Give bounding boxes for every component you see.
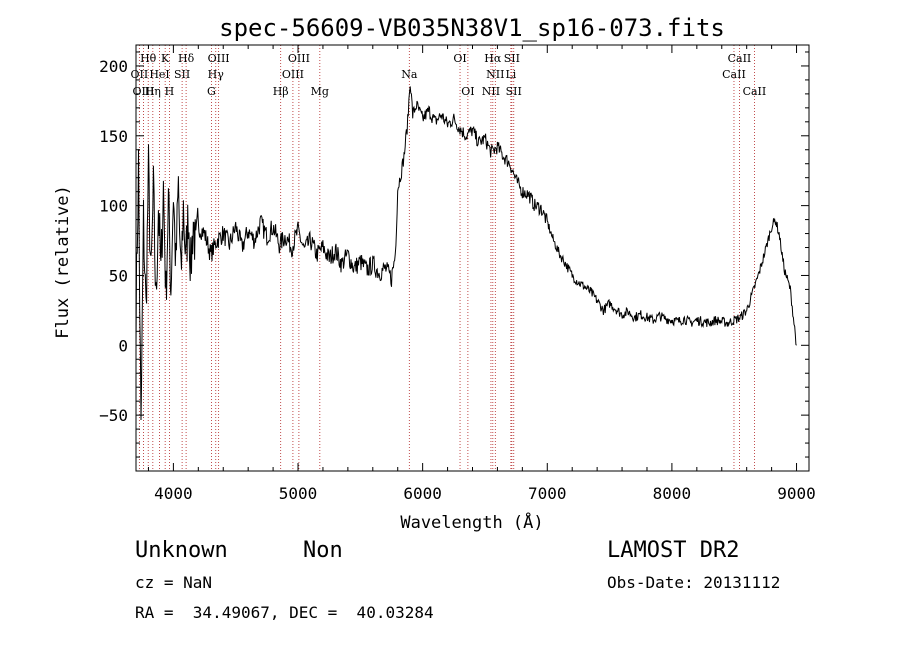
line-marker-label: NII <box>482 85 500 98</box>
line-marker-label: H <box>165 85 175 98</box>
spectrum-line <box>135 86 797 421</box>
observation-date: Obs-Date: 20131112 <box>607 573 781 592</box>
x-tick-label: 9000 <box>777 484 816 503</box>
line-marker-label: Hβ <box>273 85 289 98</box>
y-axis: −50 0 50 100 150 200 <box>99 51 809 458</box>
emission-line-markers <box>138 45 755 471</box>
line-marker-label: Li <box>505 68 516 81</box>
line-marker-label: Hα <box>484 52 502 65</box>
line-marker-label: SII <box>174 68 190 81</box>
line-marker-label: Na <box>401 68 418 81</box>
plot-frame <box>135 44 810 472</box>
line-marker-label: K <box>161 52 170 65</box>
line-marker-label: Mg <box>311 85 329 98</box>
redshift-cz: cz = NaN <box>135 573 213 592</box>
emission-line-labels: Hθ OII OIII K Hη HeI H Hδ SII OIII Hγ G Hβ OIII OIII Mg… <box>131 52 767 98</box>
line-marker-label: OIII <box>288 52 310 65</box>
line-marker-label: NII <box>486 68 504 81</box>
y-tick-label: −50 <box>99 406 128 425</box>
line-marker-label: HeI <box>149 68 169 81</box>
object-class: Unknown <box>135 538 228 563</box>
y-tick-label: 150 <box>99 127 128 146</box>
line-marker-label: Hθ <box>140 52 157 65</box>
line-marker-label: Hδ <box>178 52 195 65</box>
line-marker-label: CaII <box>743 85 767 98</box>
y-tick-label: 200 <box>99 57 128 76</box>
y-tick-label: 100 <box>99 197 128 216</box>
line-marker-label: SII <box>506 85 522 98</box>
x-tick-label: 6000 <box>403 484 442 503</box>
ra-dec: RA = 34.49067, DEC = 40.03284 <box>135 603 434 622</box>
line-marker-label: OI <box>461 85 474 98</box>
x-tick-label: 8000 <box>653 484 692 503</box>
x-tick-label: 4000 <box>154 484 193 503</box>
line-marker-label: OI <box>453 52 466 65</box>
line-marker-label: CaII <box>728 52 752 65</box>
line-marker-label: Hγ <box>208 68 225 81</box>
y-tick-label: 0 <box>118 336 128 355</box>
line-marker-label: OII <box>131 68 149 81</box>
x-tick-label: 7000 <box>528 484 567 503</box>
x-axis-label: Wavelength (Å) <box>400 511 543 533</box>
x-tick-label: 5000 <box>279 484 318 503</box>
object-subclass: Non <box>303 538 343 563</box>
line-marker-label: OIII <box>282 68 304 81</box>
x-axis: 4000 5000 6000 7000 8000 9000 <box>147 45 816 503</box>
line-marker-label: G <box>207 85 216 98</box>
line-marker-label: OIII <box>208 52 230 65</box>
line-marker-label: SII <box>504 52 520 65</box>
line-marker-label: CaII <box>722 68 746 81</box>
y-tick-label: 50 <box>109 266 128 285</box>
line-marker-label: Hη <box>145 85 161 98</box>
survey-name: LAMOST DR2 <box>607 538 740 563</box>
y-axis-label: Flux (relative) <box>53 185 73 339</box>
line-marker-label: OIII <box>132 85 154 98</box>
chart-title: spec-56609-VB035N38V1_sp16-073.fits <box>219 14 725 42</box>
